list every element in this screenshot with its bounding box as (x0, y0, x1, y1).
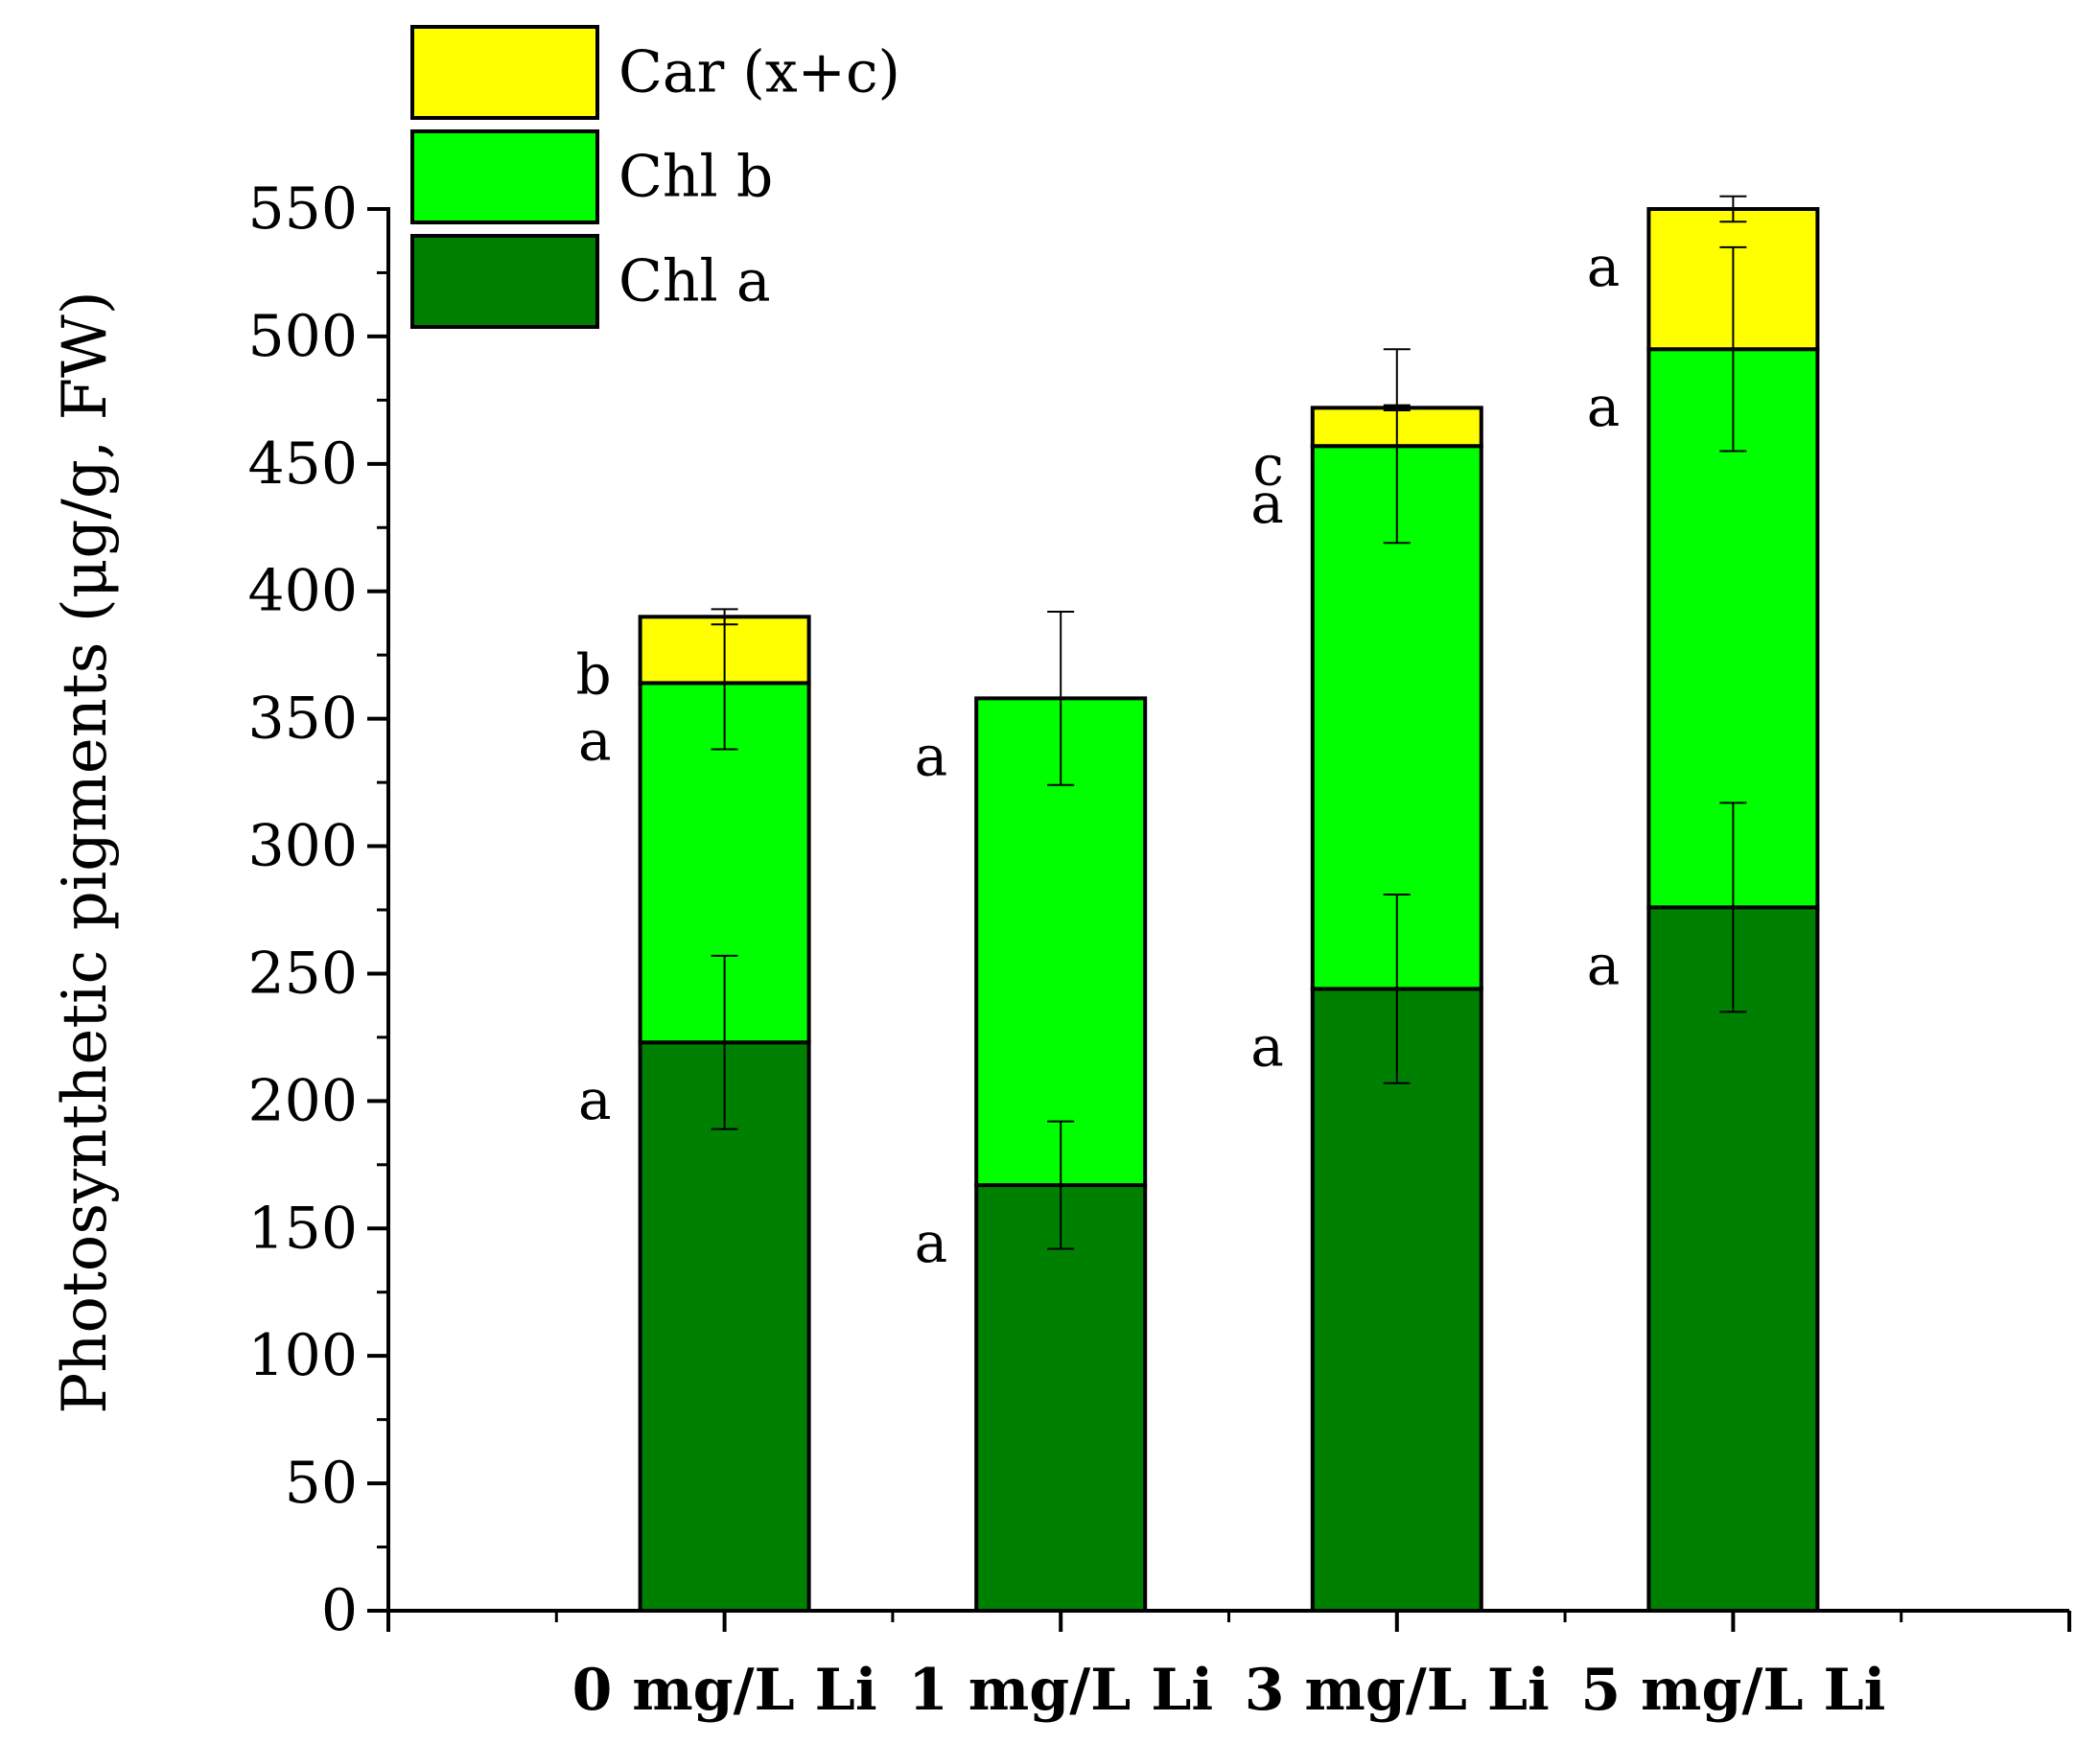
y-axis-title: Photosynthetic pigments (μg/g, FW) (50, 291, 121, 1413)
significance-label: a (578, 708, 612, 773)
legend-swatch (410, 234, 599, 329)
bar-segment (638, 1040, 811, 1613)
y-tick-label: 550 (247, 175, 358, 243)
y-tick-label: 350 (247, 686, 358, 753)
y-tick-label: 150 (247, 1195, 358, 1262)
significance-label: a (1587, 932, 1621, 997)
bar-segment (1646, 905, 1820, 1613)
y-tick-label: 500 (247, 303, 358, 370)
error-bars-layer (711, 195, 1747, 1250)
legend-label: Chl b (618, 144, 773, 211)
significance-label: a (915, 1210, 948, 1275)
significance-label: a (1250, 471, 1284, 536)
legend-label: Car (x+c) (618, 39, 900, 106)
significance-label: c (1252, 432, 1283, 498)
significance-label: a (1587, 374, 1621, 439)
y-tick-label: 400 (247, 558, 358, 625)
legend: Car (x+c) Chl b Chl a (410, 25, 900, 329)
x-category-label: 3 mg/L Li (1245, 1657, 1550, 1724)
y-tick-label: 100 (247, 1322, 358, 1389)
y-tick-label: 0 (321, 1577, 358, 1644)
significance-label: a (1250, 1013, 1284, 1079)
significance-label: b (575, 641, 611, 707)
y-tick-label: 300 (247, 813, 358, 880)
y-tick-label: 450 (247, 430, 358, 498)
y-tick-label: 250 (247, 940, 358, 1007)
axes-layer: 0 50 100 150 200 250 300 350 400 450 500 550 0 mg/L … (50, 175, 2071, 1724)
significance-label: a (915, 723, 948, 788)
legend-swatch (410, 129, 599, 224)
bar-segment (1310, 987, 1483, 1614)
x-category-label: 1 mg/L Li (908, 1657, 1213, 1724)
legend-swatch (410, 25, 599, 120)
legend-label: Chl a (618, 248, 771, 315)
x-category-label: 0 mg/L Li (572, 1657, 877, 1724)
significance-label: a (1587, 234, 1621, 299)
x-category-label: 5 mg/L Li (1580, 1657, 1885, 1724)
y-tick-label: 200 (247, 1067, 358, 1134)
bar-segment (974, 1183, 1148, 1613)
bars-layer (638, 207, 1820, 1614)
significance-label: a (578, 1067, 612, 1132)
y-tick-label: 50 (285, 1450, 358, 1517)
